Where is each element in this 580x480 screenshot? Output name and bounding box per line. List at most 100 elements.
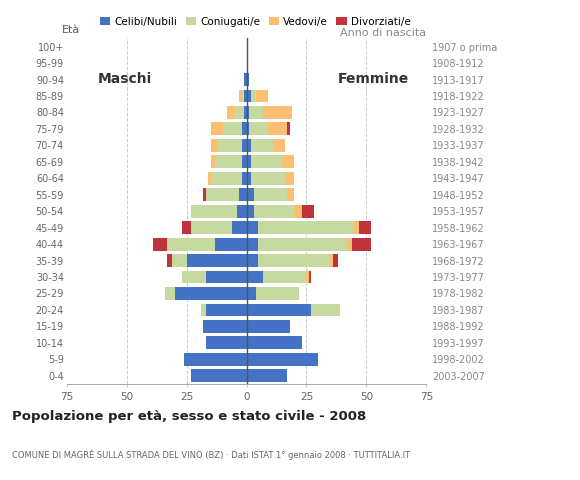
Bar — [242, 122, 246, 135]
Bar — [234, 106, 244, 119]
Bar — [246, 221, 259, 234]
Bar — [165, 287, 175, 300]
Bar — [187, 254, 246, 267]
Bar — [175, 287, 246, 300]
Text: Maschi: Maschi — [98, 72, 152, 85]
Bar — [153, 238, 168, 251]
Bar — [268, 122, 287, 135]
Bar — [309, 271, 311, 284]
Bar — [246, 369, 287, 382]
Bar — [287, 122, 289, 135]
Bar — [246, 271, 263, 284]
Bar — [201, 303, 206, 316]
Bar — [251, 90, 256, 102]
Bar — [246, 254, 259, 267]
Bar — [211, 139, 218, 152]
Bar — [211, 172, 242, 185]
Bar — [251, 139, 273, 152]
Bar — [184, 353, 246, 366]
Bar — [347, 238, 352, 251]
Bar — [249, 122, 268, 135]
Bar — [242, 172, 246, 185]
Bar — [295, 205, 302, 217]
Bar — [211, 122, 223, 135]
Bar — [242, 156, 246, 168]
Text: Femmine: Femmine — [338, 72, 409, 85]
Bar — [263, 106, 292, 119]
Bar — [237, 205, 246, 217]
Bar — [206, 188, 240, 201]
Legend: Celibi/Nubili, Coniugati/e, Vedovi/e, Divorziati/e: Celibi/Nubili, Coniugati/e, Vedovi/e, Di… — [96, 12, 415, 31]
Bar — [302, 205, 314, 217]
Bar — [182, 271, 206, 284]
Bar — [244, 106, 246, 119]
Bar — [253, 205, 295, 217]
Bar — [211, 156, 215, 168]
Bar — [256, 90, 268, 102]
Text: COMUNE DI MAGRÈ SULLA STRADA DEL VINO (BZ) · Dati ISTAT 1° gennaio 2008 · TUTTIT: COMUNE DI MAGRÈ SULLA STRADA DEL VINO (B… — [12, 450, 409, 460]
Bar — [246, 336, 302, 349]
Bar — [191, 221, 232, 234]
Bar — [227, 106, 234, 119]
Bar — [352, 238, 371, 251]
Bar — [246, 205, 253, 217]
Text: Popolazione per età, sesso e stato civile - 2008: Popolazione per età, sesso e stato civil… — [12, 410, 366, 423]
Bar — [259, 254, 331, 267]
Bar — [168, 254, 172, 267]
Bar — [256, 287, 299, 300]
Bar — [208, 172, 211, 185]
Bar — [285, 172, 295, 185]
Bar — [273, 139, 285, 152]
Bar — [246, 73, 249, 86]
Bar — [206, 336, 246, 349]
Bar — [246, 90, 251, 102]
Text: Età: Età — [62, 25, 80, 35]
Bar — [359, 221, 371, 234]
Bar — [191, 369, 246, 382]
Bar — [263, 271, 306, 284]
Bar — [251, 156, 282, 168]
Bar — [246, 156, 251, 168]
Bar — [246, 353, 318, 366]
Bar — [246, 287, 256, 300]
Bar — [168, 238, 215, 251]
Bar — [331, 254, 333, 267]
Bar — [240, 188, 246, 201]
Bar — [246, 188, 253, 201]
Bar — [246, 106, 249, 119]
Bar — [191, 205, 237, 217]
Bar — [172, 254, 187, 267]
Bar — [306, 271, 309, 284]
Bar — [246, 303, 311, 316]
Bar — [215, 156, 242, 168]
Text: Anno di nascita: Anno di nascita — [340, 28, 426, 38]
Bar — [246, 122, 249, 135]
Bar — [242, 90, 244, 102]
Bar — [253, 188, 287, 201]
Bar — [240, 90, 242, 102]
Bar — [206, 303, 246, 316]
Bar — [333, 254, 338, 267]
Bar — [246, 139, 251, 152]
Bar — [204, 188, 206, 201]
Bar — [246, 172, 251, 185]
Bar — [215, 238, 246, 251]
Bar — [311, 303, 340, 316]
Bar — [206, 271, 246, 284]
Bar — [259, 238, 347, 251]
Bar — [287, 188, 295, 201]
Bar — [244, 90, 246, 102]
Bar — [249, 106, 263, 119]
Bar — [251, 172, 285, 185]
Bar — [259, 221, 354, 234]
Bar — [246, 238, 259, 251]
Bar — [282, 156, 295, 168]
Bar — [354, 221, 359, 234]
Bar — [244, 73, 246, 86]
Bar — [232, 221, 246, 234]
Bar — [242, 139, 246, 152]
Bar — [223, 122, 242, 135]
Bar — [218, 139, 242, 152]
Bar — [246, 320, 289, 333]
Bar — [182, 221, 191, 234]
